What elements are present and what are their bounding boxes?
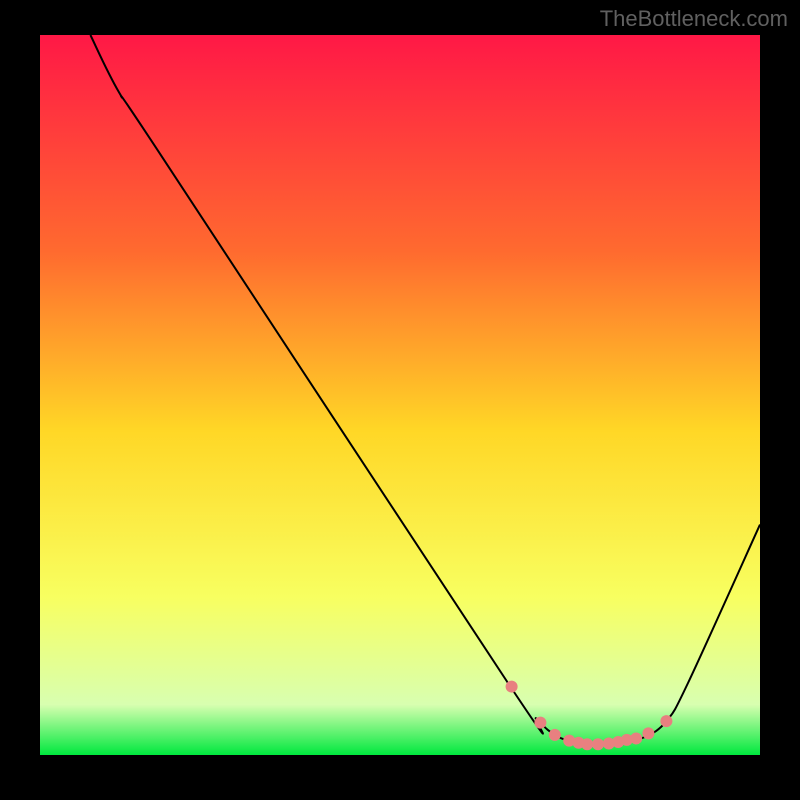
bottleneck-chart bbox=[0, 0, 800, 800]
chart-container: TheBottleneck.com bbox=[0, 0, 800, 800]
